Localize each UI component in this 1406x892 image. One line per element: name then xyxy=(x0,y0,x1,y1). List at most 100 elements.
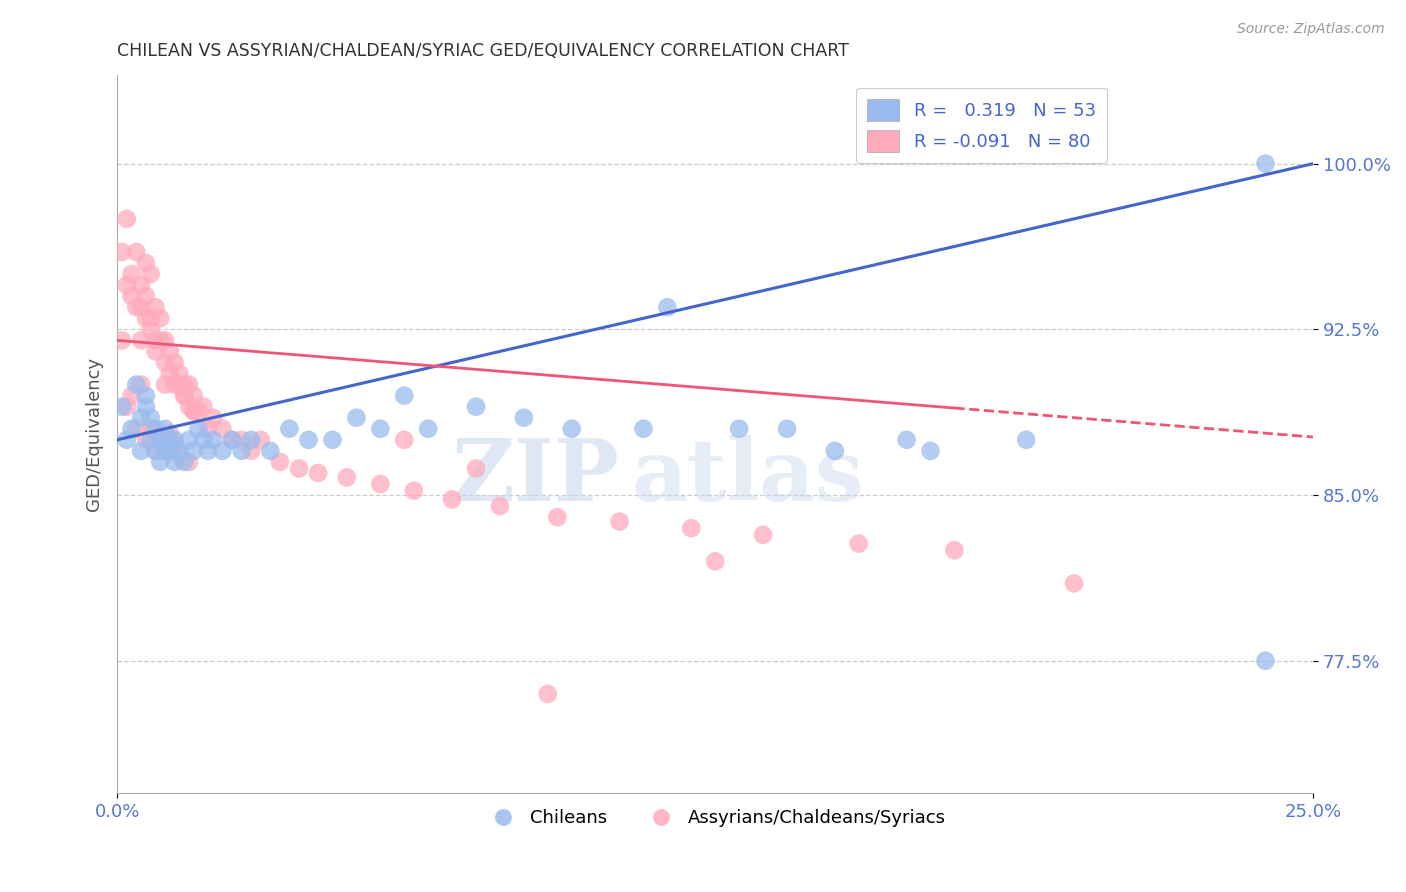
Point xyxy=(259,443,281,458)
Point xyxy=(169,377,191,392)
Point xyxy=(139,410,162,425)
Point xyxy=(169,443,191,458)
Point xyxy=(1015,433,1038,447)
Point xyxy=(183,443,205,458)
Point xyxy=(145,344,167,359)
Legend: Chileans, Assyrians/Chaldeans/Syriacs: Chileans, Assyrians/Chaldeans/Syriacs xyxy=(477,802,953,835)
Point xyxy=(145,443,167,458)
Point xyxy=(465,461,488,475)
Point xyxy=(163,433,186,447)
Point xyxy=(129,410,152,425)
Point xyxy=(278,422,301,436)
Point xyxy=(173,455,195,469)
Point xyxy=(125,422,148,436)
Point xyxy=(441,492,464,507)
Point xyxy=(153,377,176,392)
Point xyxy=(402,483,425,498)
Point xyxy=(111,400,134,414)
Y-axis label: GED/Equivalency: GED/Equivalency xyxy=(86,357,103,511)
Point xyxy=(153,422,176,436)
Point xyxy=(139,311,162,326)
Point xyxy=(145,300,167,314)
Point xyxy=(201,410,224,425)
Point xyxy=(394,433,416,447)
Point xyxy=(183,404,205,418)
Point xyxy=(193,400,215,414)
Point xyxy=(111,334,134,348)
Point xyxy=(139,322,162,336)
Point xyxy=(135,433,157,447)
Point xyxy=(177,455,200,469)
Point xyxy=(115,278,138,293)
Point xyxy=(159,426,181,441)
Point xyxy=(173,389,195,403)
Text: Source: ZipAtlas.com: Source: ZipAtlas.com xyxy=(1237,22,1385,37)
Point xyxy=(231,443,253,458)
Point xyxy=(193,433,215,447)
Point xyxy=(537,687,560,701)
Point xyxy=(153,355,176,369)
Point xyxy=(149,433,172,447)
Point xyxy=(344,410,367,425)
Point xyxy=(221,433,243,447)
Point xyxy=(149,455,172,469)
Point xyxy=(163,439,186,453)
Point xyxy=(231,433,253,447)
Point xyxy=(125,377,148,392)
Text: ZIP: ZIP xyxy=(451,435,620,519)
Point xyxy=(169,367,191,381)
Point xyxy=(1254,654,1277,668)
Point xyxy=(336,470,359,484)
Text: atlas: atlas xyxy=(631,435,865,519)
Point xyxy=(546,510,568,524)
Point xyxy=(135,311,157,326)
Point xyxy=(211,422,233,436)
Point xyxy=(321,433,343,447)
Point xyxy=(657,300,679,314)
Point xyxy=(173,377,195,392)
Point xyxy=(211,443,233,458)
Point xyxy=(609,515,631,529)
Point xyxy=(465,400,488,414)
Point xyxy=(159,443,181,458)
Point xyxy=(139,422,162,436)
Point xyxy=(177,433,200,447)
Point xyxy=(135,400,157,414)
Point xyxy=(776,422,799,436)
Point xyxy=(129,334,152,348)
Point xyxy=(159,344,181,359)
Point xyxy=(153,443,176,458)
Point xyxy=(153,443,176,458)
Point xyxy=(297,433,319,447)
Point xyxy=(145,334,167,348)
Point xyxy=(121,422,143,436)
Point xyxy=(1254,156,1277,170)
Point xyxy=(197,422,219,436)
Point xyxy=(163,377,186,392)
Point xyxy=(394,389,416,403)
Point xyxy=(135,289,157,303)
Point xyxy=(201,433,224,447)
Point xyxy=(129,377,152,392)
Point xyxy=(561,422,583,436)
Point xyxy=(149,311,172,326)
Point xyxy=(187,422,209,436)
Point xyxy=(1063,576,1085,591)
Point xyxy=(752,528,775,542)
Point xyxy=(943,543,966,558)
Point xyxy=(197,443,219,458)
Point xyxy=(513,410,536,425)
Point xyxy=(129,443,152,458)
Point xyxy=(221,433,243,447)
Point xyxy=(187,404,209,418)
Point xyxy=(121,267,143,281)
Point xyxy=(115,433,138,447)
Point xyxy=(704,554,727,568)
Point xyxy=(169,448,191,462)
Point xyxy=(370,477,392,491)
Point xyxy=(159,367,181,381)
Point xyxy=(129,278,152,293)
Point xyxy=(307,466,329,480)
Point xyxy=(177,377,200,392)
Point xyxy=(139,267,162,281)
